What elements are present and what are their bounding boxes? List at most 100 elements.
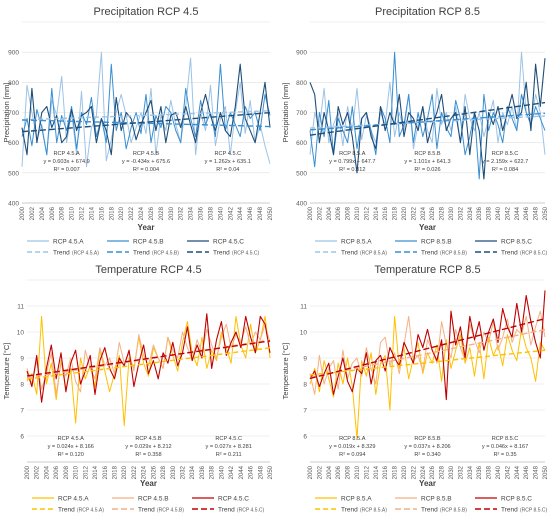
chart-title: Precipitation RCP 8.5: [375, 6, 480, 18]
x-tick-label: 2028: [440, 465, 446, 479]
annotation-label: RCP 4.5.C: [215, 436, 242, 442]
x-tick-label: 2010: [74, 465, 80, 479]
legend-label: RCP 4.5.A: [53, 239, 84, 246]
y-tick-label: 9: [303, 356, 307, 363]
x-tick-label: 2024: [421, 206, 427, 220]
x-tick-label: 2008: [60, 206, 66, 220]
legend-label: RCP 8.5.B: [421, 496, 452, 503]
y-tick-label: 900: [296, 50, 307, 57]
y-tick-label: 7: [20, 408, 24, 415]
trend-line-3: [26, 340, 271, 377]
x-tick-label: 2016: [103, 465, 109, 479]
x-tick-label: 2046: [249, 465, 255, 479]
annotation-r2: R² = 0.004: [133, 167, 159, 173]
series-line-1: [21, 51, 271, 168]
x-tick-label: 2000: [20, 206, 26, 220]
x-tick-label: 2004: [40, 206, 46, 220]
legend-label: RCP 8.5.A: [341, 239, 372, 246]
trend-line-3: [309, 317, 546, 380]
series-line-3: [26, 313, 271, 403]
x-tick-label: 2002: [317, 465, 323, 479]
annotation-r2: R² = 0.007: [53, 167, 79, 173]
annotation-r2: R² = 0.084: [492, 167, 518, 173]
x-tick-label: 2042: [228, 206, 234, 220]
x-tick-label: 2004: [44, 465, 50, 479]
y-tick-label: 800: [296, 80, 307, 87]
x-tick-label: 2016: [383, 206, 389, 220]
y-tick-label: 600: [296, 140, 307, 147]
x-tick-label: 2024: [142, 465, 148, 479]
chart-title: Temperature RCP 8.5: [374, 264, 480, 276]
trend-line-1: [26, 347, 271, 380]
x-tick-label: 2040: [218, 206, 224, 220]
x-tick-label: 2000: [308, 465, 314, 479]
x-axis-label: Year: [419, 479, 436, 488]
annotation-equation: y = 0.019x + 8.329: [329, 444, 375, 450]
x-tick-label: 2038: [208, 206, 214, 220]
annotation-r2: R² = 0.04: [216, 167, 239, 173]
legend-trend-label: (RCP 8.5.B): [440, 251, 467, 257]
legend-trend-word: Trend: [213, 250, 230, 257]
x-axis-label: Year: [140, 479, 157, 488]
annotation-label: RCP 8.5.A: [339, 436, 366, 442]
legend-trend-label: (RCP 8.5.A): [360, 508, 387, 514]
x-tick-label: 2028: [159, 206, 165, 220]
annotation-r2: R² = 0.211: [216, 452, 242, 458]
x-axis-label: Year: [419, 223, 436, 232]
x-tick-label: 2020: [402, 206, 408, 220]
x-tick-label: 2032: [458, 465, 464, 479]
x-tick-label: 2036: [477, 206, 483, 220]
annotation-equation: y = 1.101x + 641.3: [404, 159, 450, 165]
trend-line-1: [21, 110, 271, 121]
x-axis-label: Year: [138, 223, 155, 232]
annotation-label: RCP 8.5.C: [492, 151, 519, 157]
x-tick-label: 2044: [515, 206, 521, 220]
annotation-equation: y = 0.029x + 8.212: [125, 444, 171, 450]
legend-trend-label: (RCP 8.5.C): [520, 251, 547, 257]
y-tick-label: 6: [20, 434, 24, 441]
x-tick-label: 2024: [421, 465, 427, 479]
legend-label: RCP 4.5.C: [218, 496, 249, 503]
y-tick-label: 500: [8, 170, 19, 177]
y-tick-label: 10: [300, 330, 308, 337]
x-tick-label: 2032: [458, 206, 464, 220]
legend-trend-word: Trend: [53, 250, 70, 257]
annotation-label: RCP 4.5.A: [58, 436, 85, 442]
x-tick-label: 2012: [83, 465, 89, 479]
series-line-2: [309, 310, 546, 395]
x-tick-label: 2046: [524, 465, 530, 479]
y-axis-label: Precipitation [mm]: [281, 82, 290, 142]
y-tick-label: 500: [296, 170, 307, 177]
x-tick-label: 2018: [112, 465, 118, 479]
x-tick-label: 2022: [132, 465, 138, 479]
legend-trend-label: (RCP 4.5.B): [157, 508, 184, 514]
x-tick-label: 2030: [169, 206, 175, 220]
x-tick-label: 2010: [355, 206, 361, 220]
annotation-r2: R² = 0.35: [493, 452, 516, 458]
annotation-equation: y = 0.024x + 8.166: [48, 444, 94, 450]
x-tick-label: 2012: [364, 206, 370, 220]
legend-trend-word: Trend: [138, 507, 155, 514]
legend-label: RCP 4.5.B: [133, 239, 164, 246]
x-tick-label: 2004: [327, 206, 333, 220]
x-tick-label: 2040: [219, 465, 225, 479]
x-tick-label: 2034: [468, 206, 474, 220]
annotation-equation: y = 0.603x + 674.9: [43, 159, 89, 165]
x-tick-label: 2030: [449, 465, 455, 479]
x-tick-label: 2002: [317, 206, 323, 220]
x-tick-label: 2036: [200, 465, 206, 479]
x-tick-label: 2050: [543, 465, 549, 479]
y-tick-label: 6: [303, 434, 307, 441]
x-tick-label: 2026: [430, 206, 436, 220]
x-tick-label: 2046: [524, 206, 530, 220]
x-tick-label: 2006: [50, 206, 56, 220]
x-tick-label: 2050: [268, 206, 274, 220]
x-tick-label: 2002: [30, 206, 36, 220]
x-tick-label: 2044: [238, 206, 244, 220]
annotation-equation: y = 0.037x + 8.206: [404, 444, 450, 450]
annotation-label: RCP 4.5.A: [53, 151, 80, 157]
x-tick-label: 2048: [258, 465, 264, 479]
y-axis-label: Temperature [°C]: [2, 343, 11, 400]
y-tick-label: 400: [8, 201, 19, 208]
